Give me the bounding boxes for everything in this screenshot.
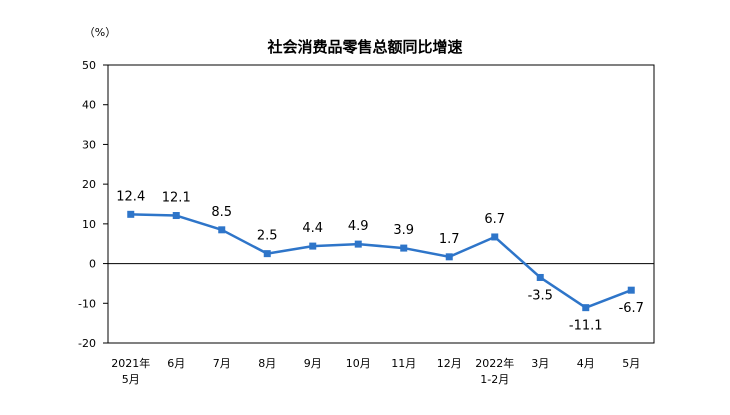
x-tick-label: 7月 [213,357,231,370]
data-label: 1.7 [439,232,460,247]
series-markers [127,210,635,312]
x-tick-label: 10月 [346,357,371,370]
data-point [172,212,180,220]
data-point [582,304,590,312]
x-tick-label: 3月 [531,357,549,370]
x-tick-label: 11月 [391,357,416,370]
y-tick-label: -10 [78,297,96,310]
y-tick-label: 10 [82,218,96,231]
x-tick-label-line2: 5月 [122,373,140,386]
y-axis-unit: （%） [84,26,116,39]
data-point [127,210,135,218]
data-label: 12.1 [162,191,191,206]
y-tick-label: -20 [78,337,96,350]
data-label: 12.4 [116,189,145,204]
y-tick-label: 0 [89,258,96,271]
data-point [309,242,317,250]
data-label: 3.9 [393,223,414,238]
data-point [627,286,635,294]
x-axis: 2021年 5月 6月 7月 8月 9月 10月 11月 12月 2022年 1-2月 3月 4月 5月 [111,356,640,386]
x-tick-label: 4月 [577,357,595,370]
y-tick-label: 50 [82,59,96,72]
y-tick-label: 40 [82,99,96,112]
data-label: 4.9 [348,219,369,234]
series-line [130,213,632,309]
data-point [445,253,453,261]
plot-area [107,64,655,344]
x-tick-label: 9月 [304,357,322,370]
x-tick-label-line2: 1-2月 [480,373,509,386]
data-labels: 12.4 12.1 8.5 2.5 4.4 4.9 3.9 1.7 6.7 -3.5 -11.1 -6… [116,189,644,333]
y-axis: -20 -10 0 10 20 30 40 50 [78,59,108,350]
x-tick-label: 5月 [622,357,640,370]
data-point [536,273,544,281]
x-tick-label: 8月 [258,357,276,370]
data-point [354,240,362,248]
y-tick-label: 20 [82,178,96,191]
data-label: 8.5 [211,205,232,220]
chart-title: 社会消费品零售总额同比增速 [266,38,462,56]
data-point [263,250,271,258]
x-tick-label: 12月 [437,357,462,370]
data-label: -3.5 [528,288,553,303]
data-label: -11.1 [569,319,603,334]
data-point [400,244,408,252]
x-tick-label: 2021年 [111,356,150,370]
data-label: 4.4 [302,221,323,236]
data-label: 6.7 [484,212,505,227]
data-point [218,226,226,234]
data-point [491,233,499,241]
x-tick-label: 2022年 [475,356,514,370]
x-tick-label: 6月 [167,357,185,370]
data-label: 2.5 [257,229,278,244]
data-label: -6.7 [619,301,644,316]
y-tick-label: 30 [82,138,96,151]
